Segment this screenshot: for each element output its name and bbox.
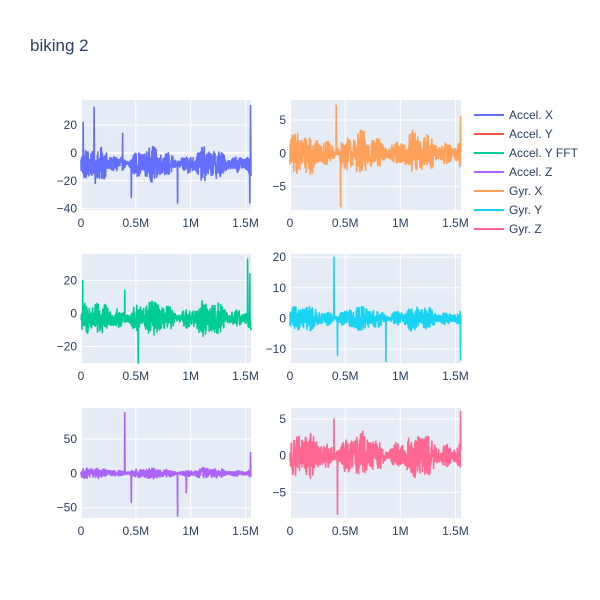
y-tick-label: −10 (266, 342, 287, 356)
y-tick-label: −20 (57, 174, 78, 188)
y-tick-label: 20 (64, 273, 78, 287)
x-tick-label: 0 (78, 524, 85, 538)
y-tick-label: 5 (279, 113, 286, 127)
x-tick-label: 0 (78, 216, 85, 230)
plot-area (290, 254, 461, 363)
y-tick-label: 50 (64, 432, 78, 446)
x-tick-label: 1M (182, 524, 199, 538)
x-tick-label: 0.5M (332, 216, 359, 230)
y-tick-label: 20 (64, 118, 78, 132)
y-tick-label: −5 (272, 180, 286, 194)
legend-item[interactable]: Accel. Y FFT (474, 146, 579, 160)
legend-label: Gyr. Z (509, 222, 542, 236)
y-tick-label: 0 (70, 146, 77, 160)
y-tick-label: −20 (57, 339, 78, 353)
x-tick-label: 0 (78, 369, 85, 383)
subplot-gyr-x: 0 0.5M 1M 1.5M −5 0 5 (272, 100, 469, 230)
series-line (289, 256, 462, 363)
subplot-accel-y-fft: 0 0.5M 1M 1.5M −20 0 20 (57, 254, 259, 383)
x-tick-label: 1M (392, 216, 409, 230)
legend-item[interactable]: Gyr. Z (474, 222, 542, 236)
legend-label: Accel. X (509, 108, 553, 122)
x-tick-label: 1.5M (442, 524, 469, 538)
legend-item[interactable]: Gyr. Y (474, 203, 542, 217)
legend-label: Accel. Y FFT (509, 146, 579, 160)
y-tick-label: −50 (57, 501, 78, 515)
x-tick-label: 1.5M (442, 216, 469, 230)
x-tick-label: 0.5M (332, 369, 359, 383)
series-line (80, 104, 252, 204)
legend-label: Accel. Z (509, 165, 552, 179)
legend-item[interactable]: Accel. Z (474, 165, 552, 179)
y-tick-label: 0 (279, 146, 286, 160)
x-tick-label: 0.5M (122, 369, 149, 383)
x-tick-label: 1.5M (232, 524, 259, 538)
x-tick-label: 0.5M (332, 524, 359, 538)
y-tick-label: 0 (279, 449, 286, 463)
subplot-gyr-z: 0 0.5M 1M 1.5M −5 0 5 (272, 408, 469, 538)
y-tick-label: 0 (70, 466, 77, 480)
x-tick-label: 1.5M (232, 216, 259, 230)
y-tick-label: −40 (57, 202, 78, 216)
legend-label: Gyr. Y (509, 203, 542, 217)
x-tick-label: 0 (287, 524, 294, 538)
x-tick-label: 1M (392, 369, 409, 383)
legend[interactable]: Accel. X Accel. Y Accel. Y FFT Accel. Z Gyr.… (474, 108, 579, 236)
series-line (289, 104, 462, 208)
x-tick-label: 1.5M (232, 369, 259, 383)
series-line (80, 411, 252, 517)
legend-item[interactable]: Gyr. X (474, 184, 542, 198)
legend-label: Gyr. X (509, 184, 542, 198)
x-tick-label: 0 (287, 216, 294, 230)
legend-label: Accel. Y (509, 127, 553, 141)
x-tick-label: 1M (182, 216, 199, 230)
x-tick-label: 1M (392, 524, 409, 538)
y-tick-label: −5 (272, 485, 286, 499)
y-tick-label: 20 (273, 250, 287, 264)
series-line (80, 258, 252, 364)
x-tick-label: 1M (182, 369, 199, 383)
legend-item[interactable]: Accel. X (474, 108, 553, 122)
y-tick-label: 0 (70, 306, 77, 320)
y-tick-label: 0 (279, 311, 286, 325)
plot-area (81, 408, 251, 518)
y-tick-label: 10 (273, 281, 287, 295)
subplot-accel-x: 0 0.5M 1M 1.5M −40 −20 0 20 (57, 100, 259, 230)
series-line (289, 410, 462, 516)
x-tick-label: 0 (287, 369, 294, 383)
y-tick-label: 5 (279, 412, 286, 426)
legend-item[interactable]: Accel. Y (474, 127, 553, 141)
x-tick-label: 0.5M (122, 524, 149, 538)
chart-title: biking 2 (30, 36, 89, 55)
x-tick-label: 1.5M (442, 369, 469, 383)
x-tick-label: 0.5M (122, 216, 149, 230)
